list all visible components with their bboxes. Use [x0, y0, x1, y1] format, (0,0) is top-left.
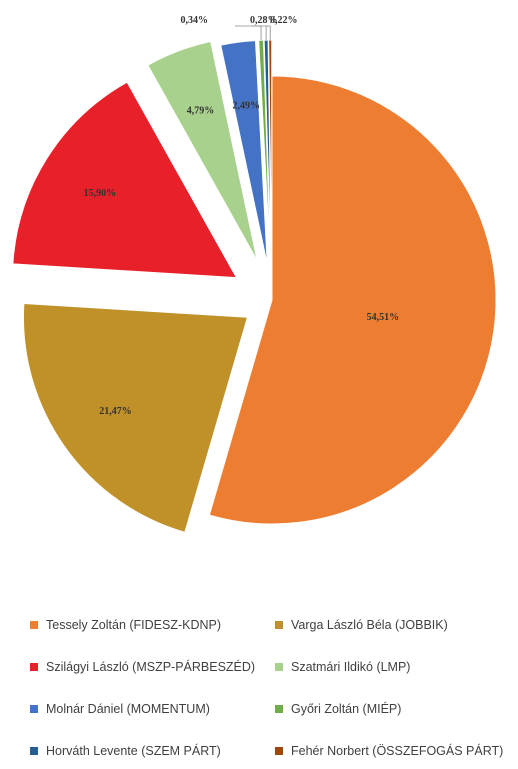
legend-label: Győri Zoltán (MIÉP): [291, 702, 402, 716]
pie-slice-feher-norbert-osszefogas-part: [268, 39, 273, 265]
legend-label: Szatmári Ildikó (LMP): [291, 660, 411, 674]
legend-label: Szilágyi László (MSZP-PÁRBESZÉD): [46, 660, 256, 674]
legend-label: Molnár Dániel (MOMENTUM): [46, 702, 210, 716]
legend-swatch: [275, 705, 283, 713]
legend-swatch: [275, 747, 283, 755]
slice-label-horvath-levente-szem-part: 0,28%: [250, 15, 278, 26]
pie-slice-varga-laszlo-bela-jobbik: [22, 302, 249, 533]
slice-label-szatmari-ildiko-lmp: 4,79%: [187, 106, 215, 117]
pie-slice-tessely-zoltan-fidesz-kdnp: [208, 75, 497, 525]
legend-swatch: [30, 747, 38, 755]
callout-line-horvath-levente-szem-part: [252, 25, 267, 41]
slice-label-varga-laszlo-bela-jobbik: 21,47%: [99, 406, 132, 417]
legend-label: Tessely Zoltán (FIDESZ-KDNP): [46, 618, 222, 632]
slice-label-molnar-daniel-momentum: 2,49%: [232, 100, 260, 111]
legend-swatch: [275, 621, 283, 629]
legend-swatch: [30, 705, 38, 713]
legend-swatch: [30, 621, 38, 629]
legend-swatch: [30, 663, 38, 671]
legend-item-feher-norbert-osszefogas-part: Fehér Norbert (ÖSSZEFOGÁS PÁRT): [275, 741, 503, 761]
slice-label-feher-norbert-osszefogas-part: 0,22%: [270, 15, 298, 26]
legend-label: Horváth Levente (SZEM PÁRT): [46, 744, 221, 758]
pie-chart: 54,51% 21,47% 15,90% 4,79% 2,49% 0,34% 0,28%0,…: [12, 15, 497, 533]
pie-slices: [12, 39, 497, 533]
pie-slice-molnar-daniel-momentum: [220, 40, 268, 265]
callout-lines: [235, 25, 271, 41]
slice-label-szilagyi-laszlo-mszp-parbeszed: 15,90%: [84, 188, 117, 199]
legend-item-varga-laszlo-bela-jobbik: Varga László Béla (JOBBIK): [275, 615, 448, 635]
slice-labels: 54,51% 21,47% 15,90% 4,79% 2,49% 0,34% 0,28%0,…: [84, 15, 399, 417]
legend-swatch: [275, 663, 283, 671]
legend-item-tessely-zoltan-fidesz-kdnp: Tessely Zoltán (FIDESZ-KDNP): [30, 615, 221, 635]
slice-label-gyori-zoltan-miep: 0,34%: [181, 15, 209, 26]
slice-label-tessely-zoltan-fidesz-kdnp: 54,51%: [367, 312, 400, 323]
pie-slice-szatmari-ildiko-lmp: [147, 40, 258, 261]
pie-slice-szilagyi-laszlo-mszp-parbeszed: [12, 81, 238, 279]
legend-label: Fehér Norbert (ÖSSZEFOGÁS PÁRT): [291, 744, 504, 758]
chart-legend: Tessely Zoltán (FIDESZ-KDNP) Varga László…: [0, 600, 518, 769]
legend-item-szilagyi-laszlo-mszp-parbeszed: Szilágyi László (MSZP-PÁRBESZÉD): [30, 657, 255, 677]
legend-item-gyori-zoltan-miep: Győri Zoltán (MIÉP): [275, 699, 401, 719]
legend-item-molnar-daniel-momentum: Molnár Dániel (MOMENTUM): [30, 699, 210, 719]
legend-label: Varga László Béla (JOBBIK): [291, 618, 448, 632]
callout-line-gyori-zoltan-miep: [235, 25, 262, 41]
legend-item-horvath-levente-szem-part: Horváth Levente (SZEM PÁRT): [30, 741, 221, 761]
legend-item-szatmari-ildiko-lmp: Szatmári Ildikó (LMP): [275, 657, 410, 677]
callout-line-feher-norbert-osszefogas-part: [266, 25, 271, 41]
